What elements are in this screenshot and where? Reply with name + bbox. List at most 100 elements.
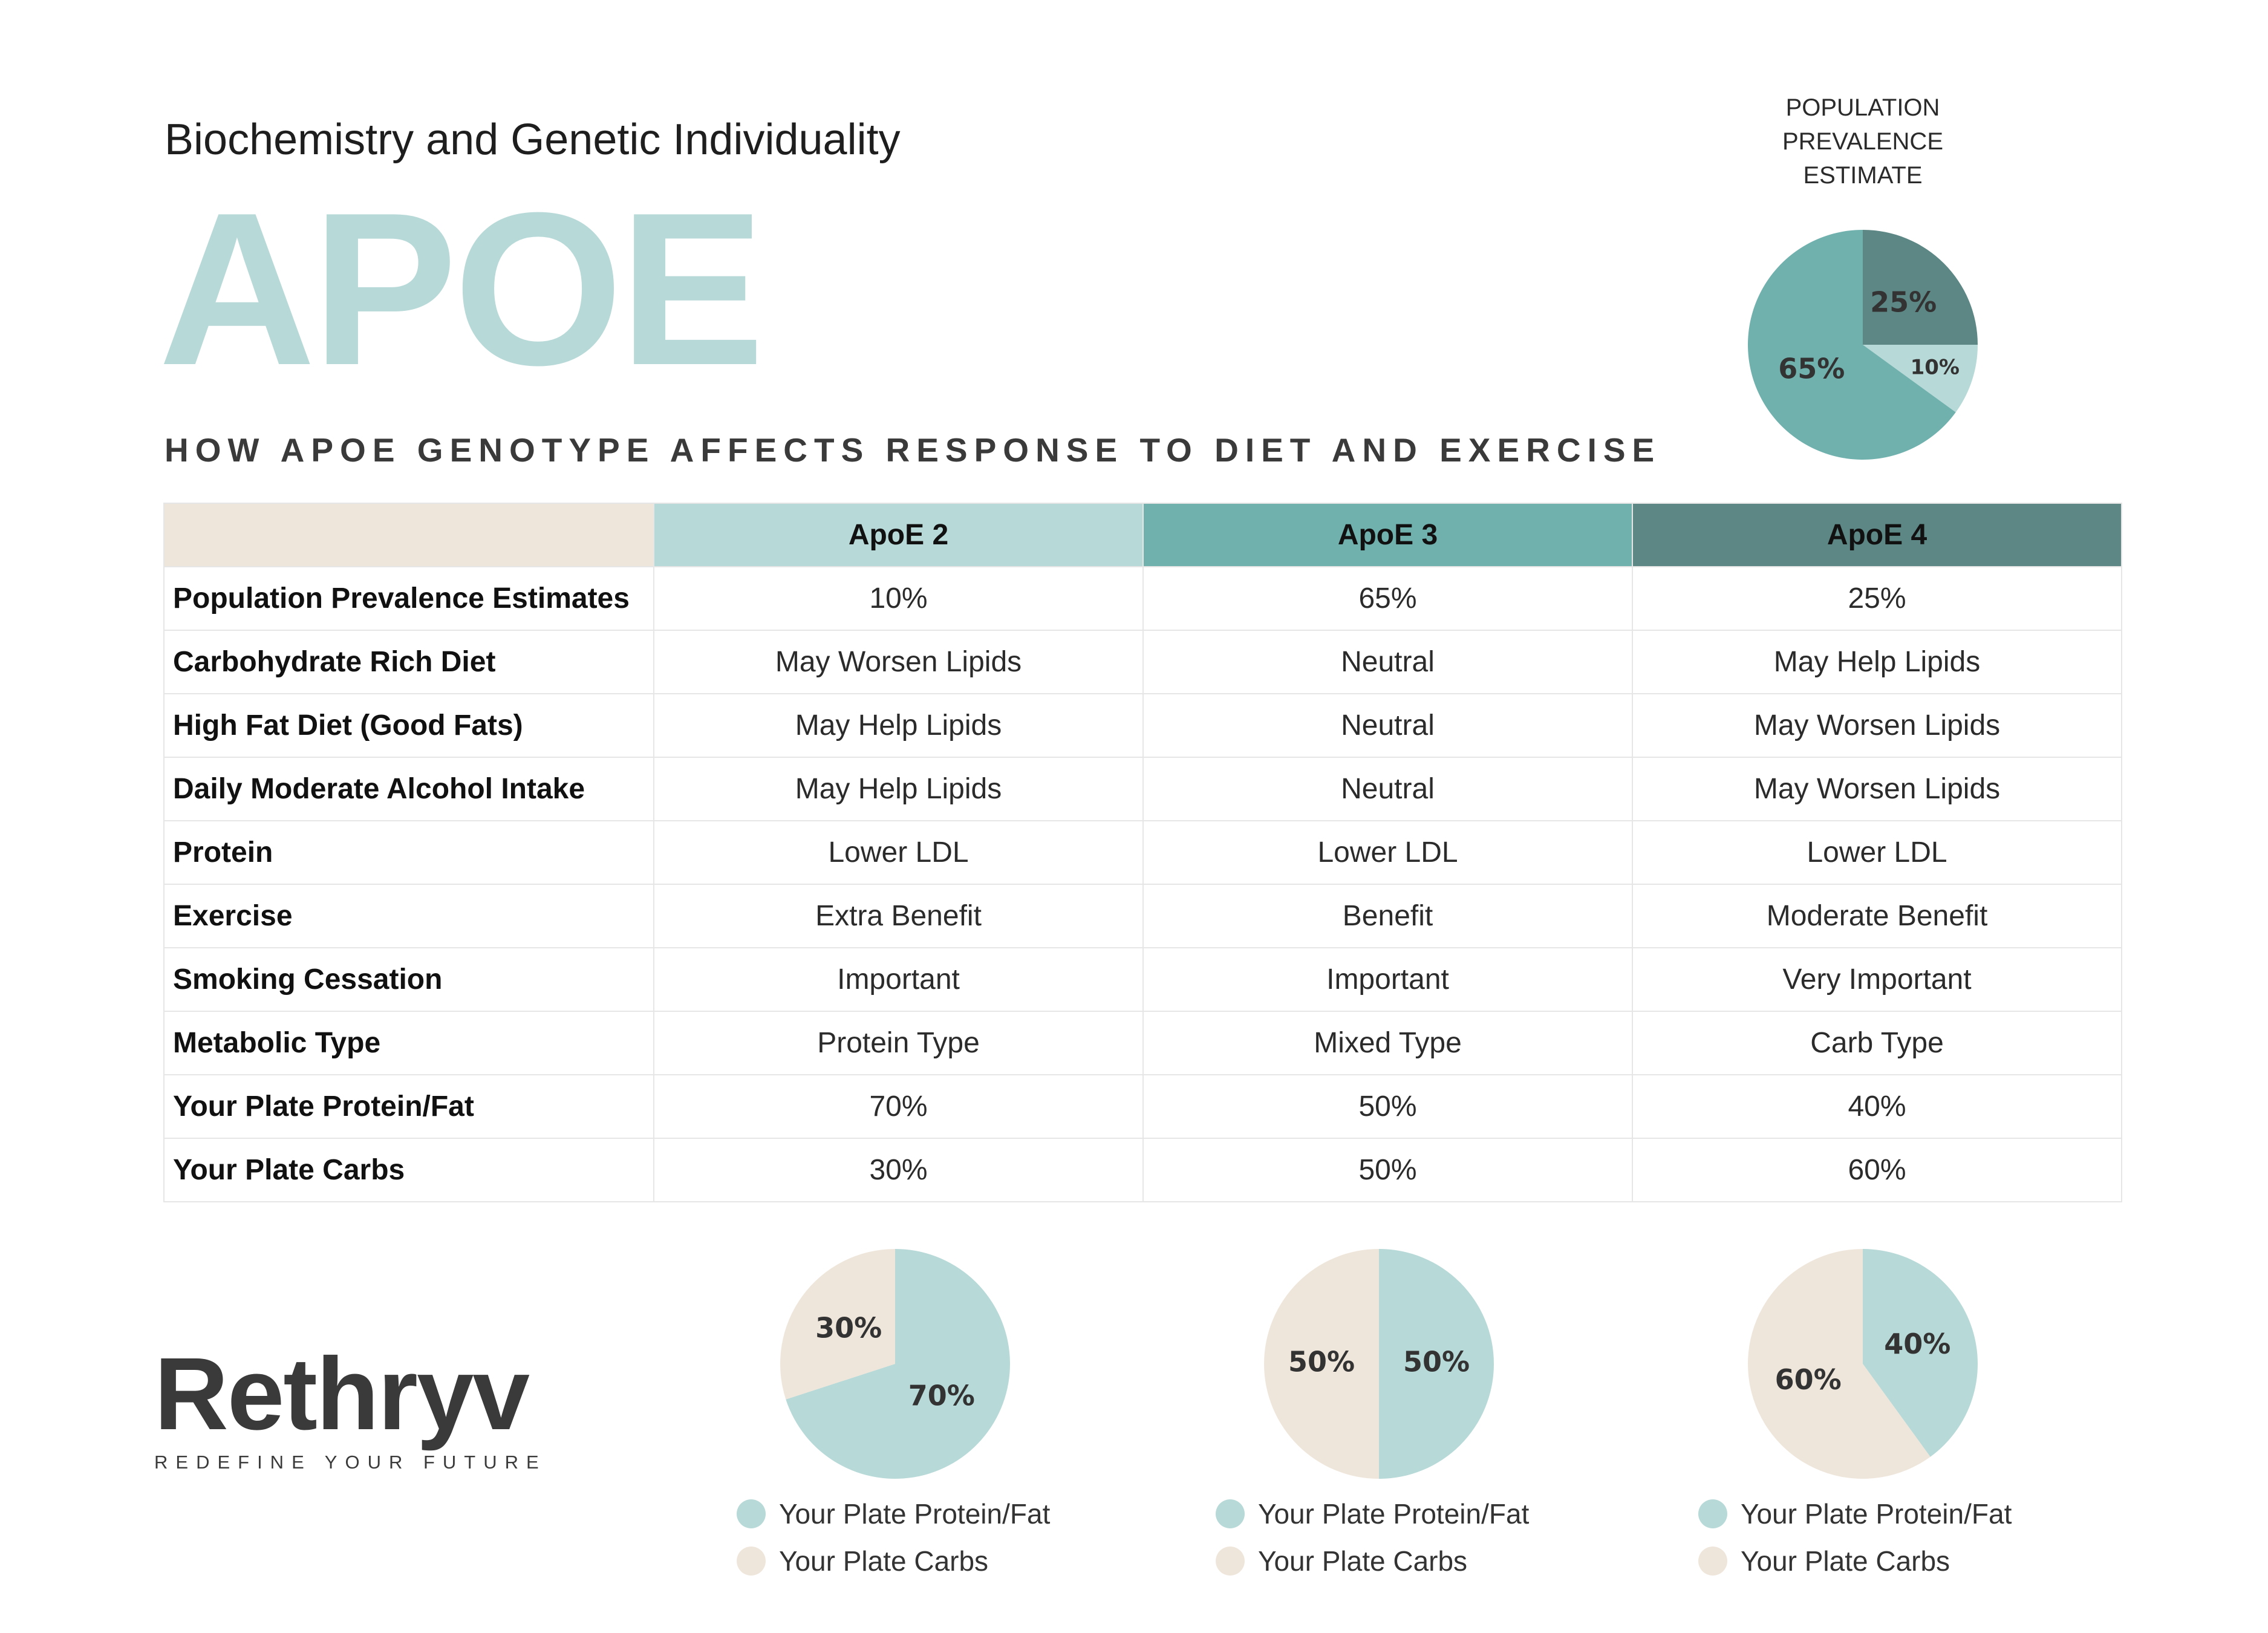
table-row: Your Plate Protein/Fat 70% 50% 40% [163,1074,2122,1139]
table-cell: 50% [1142,1074,1633,1139]
table-cell: 50% [1142,1138,1633,1202]
plate-pie-apoe2: 70% 30% [780,1249,1010,1479]
legend-label: Your Plate Carbs [1741,1545,1950,1577]
legend-swatch-protein-fat [1216,1499,1245,1528]
row-label: Your Plate Carbs [163,1138,654,1202]
brand-tagline: REDEFINE YOUR FUTURE [154,1452,547,1473]
table-cell: 30% [653,1138,1144,1202]
legend-item-carbs: Your Plate Carbs [1216,1537,1529,1585]
genotype-table: ApoE 2 ApoE 3 ApoE 4 Population Prevalen… [163,503,2122,1202]
pie-slice-label: 50% [1288,1346,1355,1378]
table-row: Smoking Cessation Important Important Very … [163,947,2122,1012]
pie-slice [786,1249,1010,1479]
table-cell: Important [653,947,1144,1012]
row-label: Your Plate Protein/Fat [163,1074,654,1139]
table-row: Exercise Extra Benefit Benefit Moderate Ben… [163,884,2122,948]
pie-slice [1264,1249,1379,1479]
table-cell: Very Important [1632,947,2122,1012]
plate-pie-apoe3: 50% 50% [1264,1249,1494,1479]
legend-label: Your Plate Protein/Fat [1741,1498,2012,1530]
table-cell: Neutral [1142,693,1633,758]
column-header-apoe4: ApoE 4 [1632,503,2122,567]
brand-logo: Rethryv [154,1337,530,1452]
table-cell: 10% [653,566,1144,631]
pie-slice-label: 30% [815,1312,882,1345]
plate-legend-apoe4: Your Plate Protein/Fat Your Plate Carbs [1698,1490,2012,1585]
population-pie-label-line: ESTIMATE [1803,162,1923,189]
table-row: High Fat Diet (Good Fats) May Help Lipids… [163,693,2122,758]
table-cell: May Worsen Lipids [653,630,1144,694]
row-label: Daily Moderate Alcohol Intake [163,757,654,821]
table-cell: Mixed Type [1142,1011,1633,1075]
table-row: Daily Moderate Alcohol Intake May Help Li… [163,757,2122,821]
table-cell: May Worsen Lipids [1632,757,2122,821]
pie-slice-label: 60% [1775,1363,1842,1396]
pie-slice-label: 25% [1870,285,1937,318]
legend-label: Your Plate Carbs [1258,1545,1468,1577]
pie-slice [1863,345,1978,412]
legend-label: Your Plate Protein/Fat [779,1498,1051,1530]
population-pie-label-line: PREVALENCE [1782,128,1943,155]
legend-item-protein-fat: Your Plate Protein/Fat [737,1490,1050,1537]
table-cell: Moderate Benefit [1632,884,2122,948]
section-heading: HOW APOE GENOTYPE AFFECTS RESPONSE TO DI… [165,431,1661,469]
table-cell: May Help Lipids [1632,630,2122,694]
table-cell: 60% [1632,1138,2122,1202]
pie-slice-label: 50% [1403,1346,1470,1378]
legend-swatch-carbs [737,1547,766,1576]
table-row: Metabolic Type Protein Type Mixed Type Carb… [163,1011,2122,1075]
table-cell: Neutral [1142,630,1633,694]
pie-slice [1748,230,1956,460]
legend-swatch-protein-fat [1698,1499,1727,1528]
row-label: Smoking Cessation [163,947,654,1012]
table-row: Population Prevalence Estimates 10% 65% 25% [163,566,2122,631]
table-cell: Lower LDL [1142,820,1633,885]
legend-swatch-carbs [1698,1547,1727,1576]
table-header-empty [163,503,654,567]
pie-slice [1863,230,1978,345]
table-cell: Important [1142,947,1633,1012]
population-pie-label: POPULATION PREVALENCE ESTIMATE [1742,91,1984,192]
subtitle: Biochemistry and Genetic Individuality [165,116,901,164]
legend-label: Your Plate Protein/Fat [1258,1498,1530,1530]
table-cell: Carb Type [1632,1011,2122,1075]
row-label: Protein [163,820,654,885]
legend-item-protein-fat: Your Plate Protein/Fat [1698,1490,2012,1537]
row-label: Exercise [163,884,654,948]
legend-swatch-carbs [1216,1547,1245,1576]
population-prevalence-pie: 25% 10% 65% [1748,230,1978,460]
table-cell: May Worsen Lipids [1632,693,2122,758]
plate-legend-apoe3: Your Plate Protein/Fat Your Plate Carbs [1216,1490,1529,1585]
pie-slice-label: 70% [908,1379,975,1412]
page-title: APOE [158,168,764,411]
column-header-apoe2: ApoE 2 [653,503,1144,567]
pie-slice [1379,1249,1494,1479]
row-label: High Fat Diet (Good Fats) [163,693,654,758]
plate-legend-apoe2: Your Plate Protein/Fat Your Plate Carbs [737,1490,1050,1585]
plate-pie-apoe4: 40% 60% [1748,1249,1978,1479]
legend-item-carbs: Your Plate Carbs [1698,1537,2012,1585]
table-cell: May Help Lipids [653,757,1144,821]
pie-slice-label: 40% [1884,1328,1950,1360]
table-cell: 40% [1632,1074,2122,1139]
table-cell: 65% [1142,566,1633,631]
pie-slice [1748,1249,1931,1479]
table-row: Your Plate Carbs 30% 50% 60% [163,1138,2122,1202]
table-cell: Benefit [1142,884,1633,948]
pie-slice [780,1249,895,1400]
table-cell: 25% [1632,566,2122,631]
legend-swatch-protein-fat [737,1499,766,1528]
population-pie-label-line: POPULATION [1785,94,1940,121]
table-row: Protein Lower LDL Lower LDL Lower LDL [163,820,2122,885]
legend-item-carbs: Your Plate Carbs [737,1537,1050,1585]
row-label: Metabolic Type [163,1011,654,1075]
pie-slice-label: 65% [1778,353,1845,385]
table-body: Population Prevalence Estimates 10% 65% 25%… [163,566,2122,1202]
table-row: Carbohydrate Rich Diet May Worsen Lipids N… [163,630,2122,694]
table-cell: Lower LDL [1632,820,2122,885]
table-cell: May Help Lipids [653,693,1144,758]
table-cell: Neutral [1142,757,1633,821]
pie-slice [1863,1249,1978,1457]
pie-slice-label: 10% [1911,355,1960,379]
column-header-apoe3: ApoE 3 [1142,503,1633,567]
